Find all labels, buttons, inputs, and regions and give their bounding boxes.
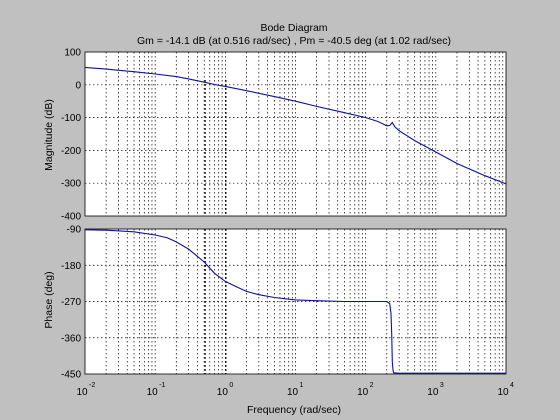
y-tick-label: 0 xyxy=(75,80,81,91)
x-axis-label: Frequency (rad/sec) xyxy=(247,404,341,416)
y-tick-label: -200 xyxy=(61,146,81,157)
magnitude-axis-label: Magnitude (dB) xyxy=(43,99,55,171)
chart-subtitle: Gm = -14.1 dB (at 0.516 rad/sec) , Pm = … xyxy=(137,35,451,47)
x-tick-exponent: 3 xyxy=(440,382,444,389)
x-tick-label: 10 xyxy=(497,387,509,398)
x-tick-label: 10 xyxy=(427,387,439,398)
x-tick-exponent: -2 xyxy=(89,382,95,389)
y-tick-label: -100 xyxy=(61,113,81,124)
x-tick-exponent: 1 xyxy=(300,382,304,389)
x-tick-exponent: 0 xyxy=(229,382,233,389)
x-tick-exponent: -1 xyxy=(159,382,165,389)
chart-title: Bode Diagram xyxy=(260,22,327,34)
y-tick-label: -450 xyxy=(61,370,81,381)
y-tick-label: -90 xyxy=(67,225,82,236)
x-tick-exponent: 2 xyxy=(370,382,374,389)
x-tick-label: 10 xyxy=(147,387,159,398)
phase-panel: -90 -180 -270 -360 -450 xyxy=(61,225,507,381)
y-tick-label: -300 xyxy=(61,179,81,190)
y-tick-label: -360 xyxy=(61,333,81,344)
y-tick-label: -400 xyxy=(61,212,81,223)
x-tick-label: 10 xyxy=(76,387,88,398)
magnitude-panel: 100 0 -100 -200 -300 -400 xyxy=(61,48,507,223)
magnitude-curve xyxy=(84,66,507,185)
phase-curve xyxy=(84,229,506,374)
y-tick-label: -270 xyxy=(61,297,81,308)
x-tick-label: 10 xyxy=(357,387,369,398)
y-tick-label: 100 xyxy=(64,48,81,59)
y-tick-label: -180 xyxy=(61,261,81,272)
x-tick-label: 10 xyxy=(287,387,299,398)
x-tick-exponent: 4 xyxy=(510,382,514,389)
phase-axis-label: Phase (deg) xyxy=(43,271,55,328)
x-tick-label: 10 xyxy=(217,387,229,398)
